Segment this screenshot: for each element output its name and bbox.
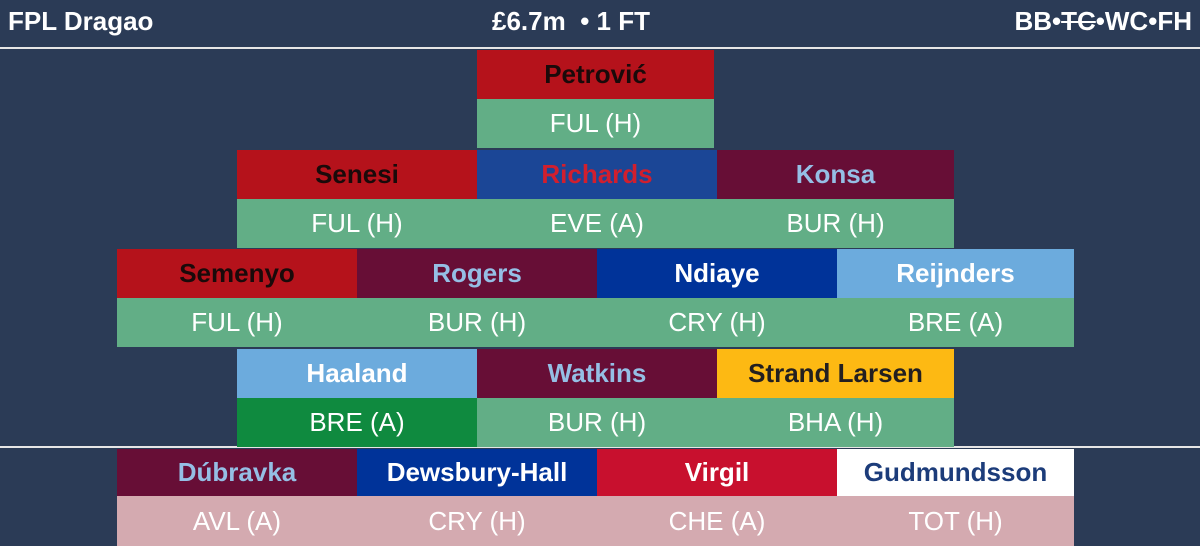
player-name: Senesi — [237, 149, 477, 199]
player-name: Haaland — [237, 348, 477, 398]
player-name: Watkins — [477, 348, 717, 398]
header-center: £6.7m • 1 FT — [492, 6, 650, 37]
fixture: CRY (H) — [357, 496, 597, 546]
player-name: Semenyo — [117, 249, 357, 298]
fixture: AVL (A) — [117, 496, 357, 546]
chip: TC — [1061, 6, 1096, 36]
chip: WC — [1104, 6, 1149, 36]
player-name: Gudmundsson — [837, 449, 1074, 496]
player-name: Reijnders — [837, 249, 1074, 298]
fixture: FUL (H) — [117, 298, 357, 347]
header-rule — [0, 47, 1200, 49]
chip-separator: • — [1095, 6, 1105, 36]
fixture: BUR (H) — [477, 397, 717, 447]
free-transfers: • 1 FT — [580, 6, 650, 36]
player-name: Richards — [477, 149, 717, 199]
fixture: FUL (H) — [237, 198, 477, 248]
fixture: BHA (H) — [717, 397, 954, 447]
chip-separator: • — [1148, 6, 1158, 36]
bench-rule — [0, 446, 1200, 448]
team-name: FPL Dragao — [8, 6, 154, 36]
fixture: BRE (A) — [837, 298, 1074, 347]
chip: FH — [1157, 6, 1192, 36]
player-name: Strand Larsen — [717, 348, 954, 398]
fixture: CHE (A) — [597, 496, 837, 546]
player-name: Rogers — [357, 249, 597, 298]
player-name: Dewsbury-Hall — [357, 449, 597, 496]
fixture: FUL (H) — [477, 99, 714, 148]
fixture: TOT (H) — [837, 496, 1074, 546]
fixture: EVE (A) — [477, 198, 717, 248]
player-name: Petrović — [477, 50, 714, 99]
chips: BB•TC•WC•FH — [1014, 6, 1192, 37]
player-name: Ndiaye — [597, 249, 837, 298]
bank: £6.7m — [492, 6, 566, 36]
player-name: Virgil — [597, 449, 837, 496]
chip-separator: • — [1052, 6, 1062, 36]
chip: BB — [1014, 6, 1052, 36]
player-name: Dúbravka — [117, 449, 357, 496]
player-name: Konsa — [717, 149, 954, 199]
fixture: BUR (H) — [717, 198, 954, 248]
fixture: BUR (H) — [357, 298, 597, 347]
fixture: BRE (A) — [237, 397, 477, 447]
fixture: CRY (H) — [597, 298, 837, 347]
